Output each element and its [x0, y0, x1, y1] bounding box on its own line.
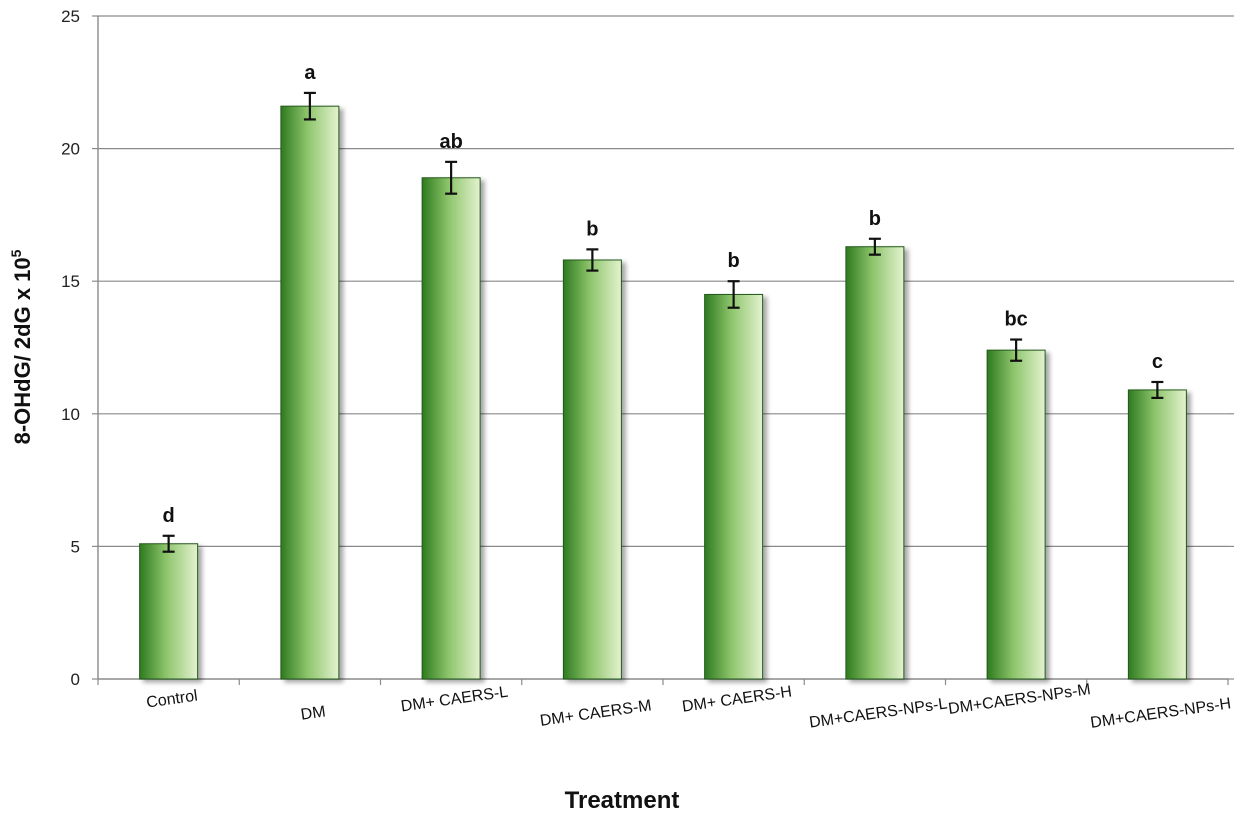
bars	[139, 91, 1187, 680]
category-label: DM+CAERS-NPs-H	[1089, 695, 1232, 732]
labels: 0 5 10 15 20 25 d Control a DM ab DM+ CAERS-L b DM+ C…	[61, 7, 1232, 732]
y-axis-title-text: 8-OHdG/ 2dG x 10	[10, 257, 35, 444]
category-label: DM+ CAERS-H	[681, 683, 793, 715]
significance-label: b	[728, 250, 740, 272]
y-axis-title: 8-OHdG/ 2dG x 105	[8, 249, 35, 444]
bar	[139, 543, 199, 680]
bar	[704, 293, 764, 680]
category-label: DM+ CAERS-L	[400, 684, 509, 716]
significance-label: d	[163, 505, 175, 527]
significance-label: a	[304, 62, 316, 84]
y-tick-label: 10	[61, 405, 80, 424]
x-axis-title: Treatment	[565, 787, 680, 814]
bar	[280, 105, 340, 680]
bar	[421, 177, 481, 680]
category-label: Control	[145, 688, 198, 712]
bar	[1127, 389, 1187, 680]
significance-label: b	[586, 218, 598, 240]
category-label: DM	[300, 703, 327, 723]
y-tick-label: 5	[71, 537, 80, 556]
y-axis-title-superscript: 5	[8, 249, 24, 257]
significance-label: bc	[1004, 309, 1027, 331]
significance-label: b	[869, 208, 881, 230]
y-tick-label: 20	[61, 140, 80, 159]
bar	[986, 349, 1046, 680]
category-label: DM+CAERS-NPs-L	[808, 695, 948, 731]
category-label: DM+ CAERS-M	[539, 697, 653, 729]
y-tick-label: 15	[61, 272, 80, 291]
gridlines	[98, 15, 1228, 548]
bar	[562, 259, 622, 680]
y-tick-label: 0	[71, 670, 80, 689]
bar	[845, 246, 905, 680]
y-tick-label: 25	[61, 7, 80, 26]
significance-label: ab	[439, 131, 462, 153]
axes	[92, 15, 1234, 685]
significance-label: c	[1152, 351, 1163, 373]
category-label: DM+CAERS-NPs-M	[947, 681, 1092, 718]
